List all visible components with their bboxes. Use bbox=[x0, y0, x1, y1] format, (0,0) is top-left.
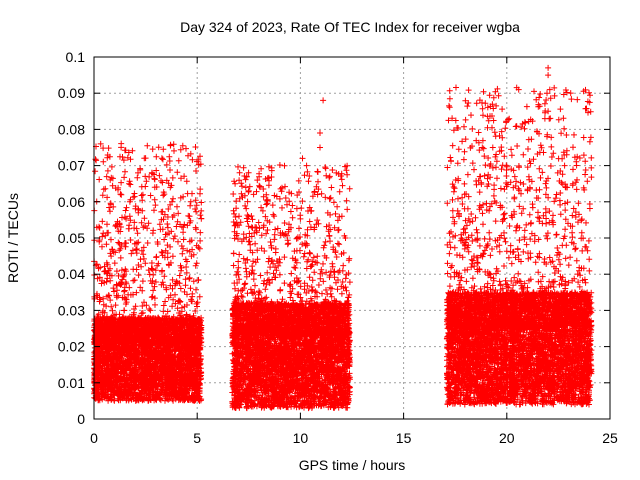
x-tick-label: 15 bbox=[396, 430, 412, 446]
y-ticks: 0 0.01 0.02 0.03 0.04 0.05 0.06 0.07 0.08 0.09 0.1 bbox=[58, 49, 610, 427]
chart-title: Day 324 of 2023, Rate Of TEC Index for r… bbox=[180, 19, 520, 35]
y-tick-label: 0.05 bbox=[58, 230, 85, 246]
y-tick-label: 0.1 bbox=[66, 49, 86, 65]
x-tick-label: 5 bbox=[193, 430, 201, 446]
x-axis-label: GPS time / hours bbox=[299, 457, 406, 473]
y-tick-label: 0.04 bbox=[58, 266, 85, 282]
x-tick-label: 20 bbox=[499, 430, 515, 446]
y-tick-label: 0.07 bbox=[58, 158, 85, 174]
x-tick-label: 0 bbox=[90, 430, 98, 446]
y-axis-label: ROTI / TECUs bbox=[5, 193, 21, 283]
y-tick-label: 0.08 bbox=[58, 121, 85, 137]
y-tick-label: 0.01 bbox=[58, 375, 85, 391]
y-tick-label: 0.03 bbox=[58, 302, 85, 318]
y-tick-label: 0 bbox=[77, 411, 85, 427]
data-points bbox=[91, 64, 595, 412]
y-tick-label: 0.09 bbox=[58, 85, 85, 101]
x-ticks: 0 5 10 15 20 25 bbox=[90, 57, 618, 446]
x-tick-label: 10 bbox=[293, 430, 309, 446]
x-tick-label: 25 bbox=[602, 430, 618, 446]
y-tick-label: 0.02 bbox=[58, 339, 85, 355]
roti-points bbox=[91, 64, 595, 412]
y-tick-label: 0.06 bbox=[58, 194, 85, 210]
